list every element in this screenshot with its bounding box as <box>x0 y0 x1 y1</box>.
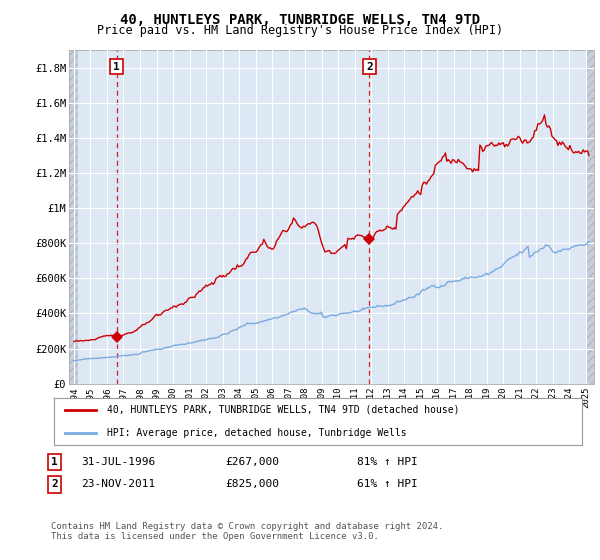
Text: 31-JUL-1996: 31-JUL-1996 <box>81 457 155 467</box>
Text: Price paid vs. HM Land Registry's House Price Index (HPI): Price paid vs. HM Land Registry's House … <box>97 24 503 38</box>
Bar <box>587 50 594 384</box>
Text: Contains HM Land Registry data © Crown copyright and database right 2024.
This d: Contains HM Land Registry data © Crown c… <box>51 522 443 542</box>
Text: 1: 1 <box>51 457 58 467</box>
Text: £267,000: £267,000 <box>225 457 279 467</box>
Text: 61% ↑ HPI: 61% ↑ HPI <box>357 479 418 489</box>
Text: 40, HUNTLEYS PARK, TUNBRIDGE WELLS, TN4 9TD: 40, HUNTLEYS PARK, TUNBRIDGE WELLS, TN4 … <box>120 13 480 27</box>
Bar <box>69 50 78 384</box>
Text: 2: 2 <box>366 62 373 72</box>
Text: 2: 2 <box>51 479 58 489</box>
Text: £825,000: £825,000 <box>225 479 279 489</box>
Text: 81% ↑ HPI: 81% ↑ HPI <box>357 457 418 467</box>
Text: 1: 1 <box>113 62 120 72</box>
Text: 23-NOV-2011: 23-NOV-2011 <box>81 479 155 489</box>
Text: 40, HUNTLEYS PARK, TUNBRIDGE WELLS, TN4 9TD (detached house): 40, HUNTLEYS PARK, TUNBRIDGE WELLS, TN4 … <box>107 404 460 414</box>
Text: HPI: Average price, detached house, Tunbridge Wells: HPI: Average price, detached house, Tunb… <box>107 428 406 438</box>
